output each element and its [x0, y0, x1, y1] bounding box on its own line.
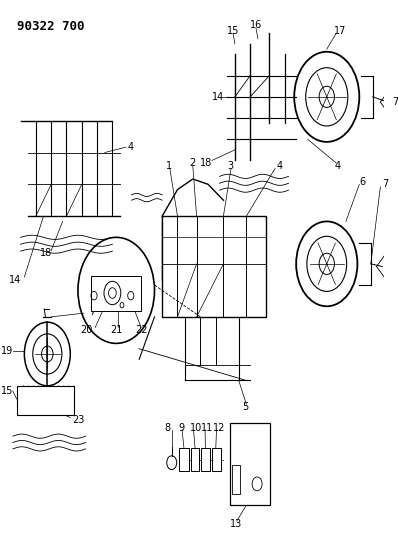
- Text: 18: 18: [40, 248, 52, 259]
- Bar: [232, 465, 240, 495]
- Text: 7: 7: [392, 97, 398, 107]
- Bar: [230, 423, 271, 505]
- Text: 2: 2: [189, 158, 195, 168]
- Text: 7: 7: [382, 179, 388, 189]
- Text: 12: 12: [213, 423, 225, 433]
- Text: 5: 5: [242, 402, 249, 412]
- Bar: [191, 448, 199, 471]
- Bar: [212, 448, 221, 471]
- Text: 90322 700: 90322 700: [17, 20, 84, 33]
- Text: 6: 6: [359, 176, 365, 187]
- Bar: [201, 448, 210, 471]
- Text: 14: 14: [212, 92, 224, 102]
- Text: 1: 1: [166, 161, 172, 171]
- Text: 9: 9: [178, 423, 184, 433]
- Text: 11: 11: [201, 423, 213, 433]
- Text: 15: 15: [1, 386, 14, 396]
- Text: 10: 10: [190, 423, 202, 433]
- Text: 13: 13: [230, 519, 242, 529]
- Text: 4: 4: [277, 161, 283, 171]
- Text: 18: 18: [201, 158, 213, 168]
- Text: 20: 20: [80, 325, 92, 335]
- Bar: [17, 386, 74, 415]
- Text: 23: 23: [72, 415, 85, 425]
- Text: 19: 19: [1, 346, 14, 357]
- Text: 8: 8: [164, 423, 170, 433]
- Text: 7: 7: [90, 306, 96, 317]
- Text: 15: 15: [227, 26, 240, 36]
- Bar: [92, 276, 141, 311]
- Text: 4: 4: [334, 161, 341, 171]
- Text: 14: 14: [9, 274, 21, 285]
- Text: 4: 4: [128, 142, 134, 152]
- Text: 16: 16: [250, 20, 262, 30]
- Text: 21: 21: [111, 325, 123, 335]
- Text: 3: 3: [227, 161, 233, 171]
- Bar: [179, 448, 189, 471]
- Text: 17: 17: [334, 26, 347, 36]
- Text: 22: 22: [135, 325, 148, 335]
- Bar: [162, 216, 265, 317]
